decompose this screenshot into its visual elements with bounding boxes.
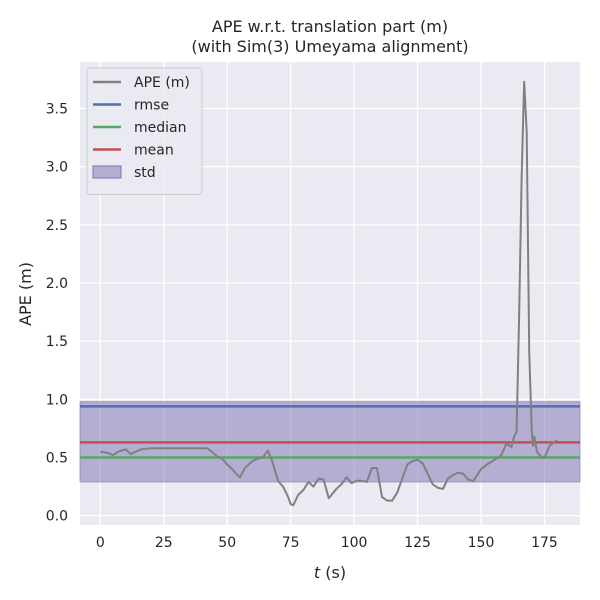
chart-subtitle: (with Sim(3) Umeyama alignment) <box>191 37 468 56</box>
y-tick-label: 0.0 <box>46 509 68 525</box>
x-tick-label: 175 <box>531 535 558 551</box>
x-tick-label: 125 <box>404 535 431 551</box>
legend: APE (m) rmse median mean std <box>86 67 203 195</box>
legend-swatch-std <box>92 165 122 179</box>
y-tick-label: 1.0 <box>46 392 68 408</box>
x-tick-label: 25 <box>155 535 173 551</box>
legend-label: rmse <box>134 98 169 114</box>
y-tick-label: 0.5 <box>46 451 68 467</box>
x-axis-label: t (s) <box>314 563 346 582</box>
x-axis-unit: (s) <box>320 563 346 582</box>
y-tick-label: 2.0 <box>46 276 68 292</box>
x-tick-label: 75 <box>282 535 300 551</box>
x-tick-label: 100 <box>341 535 368 551</box>
x-tick-label: 50 <box>218 535 236 551</box>
x-tick-label: 150 <box>468 535 495 551</box>
legend-label: std <box>134 165 156 181</box>
chart-title: APE w.r.t. translation part (m) <box>212 17 448 36</box>
legend-box <box>86 67 203 195</box>
series-layer <box>100 80 558 507</box>
y-tick-labels: 0.0 0.5 1.0 1.5 2.0 2.5 3.0 3.5 <box>46 102 68 525</box>
legend-label: mean <box>134 143 174 159</box>
x-tick-label: 0 <box>96 535 105 551</box>
legend-label: APE (m) <box>134 75 190 91</box>
y-tick-label: 1.5 <box>46 334 68 350</box>
y-tick-label: 3.5 <box>46 102 68 118</box>
ape-series-line <box>100 80 558 507</box>
y-tick-label: 3.0 <box>46 160 68 176</box>
y-tick-label: 2.5 <box>46 218 68 234</box>
y-axis-label: APE (m) <box>16 262 35 326</box>
x-axis-variable: t <box>314 563 321 582</box>
legend-label: median <box>134 120 186 136</box>
x-tick-labels: 0 25 50 75 100 125 150 175 <box>96 535 558 551</box>
